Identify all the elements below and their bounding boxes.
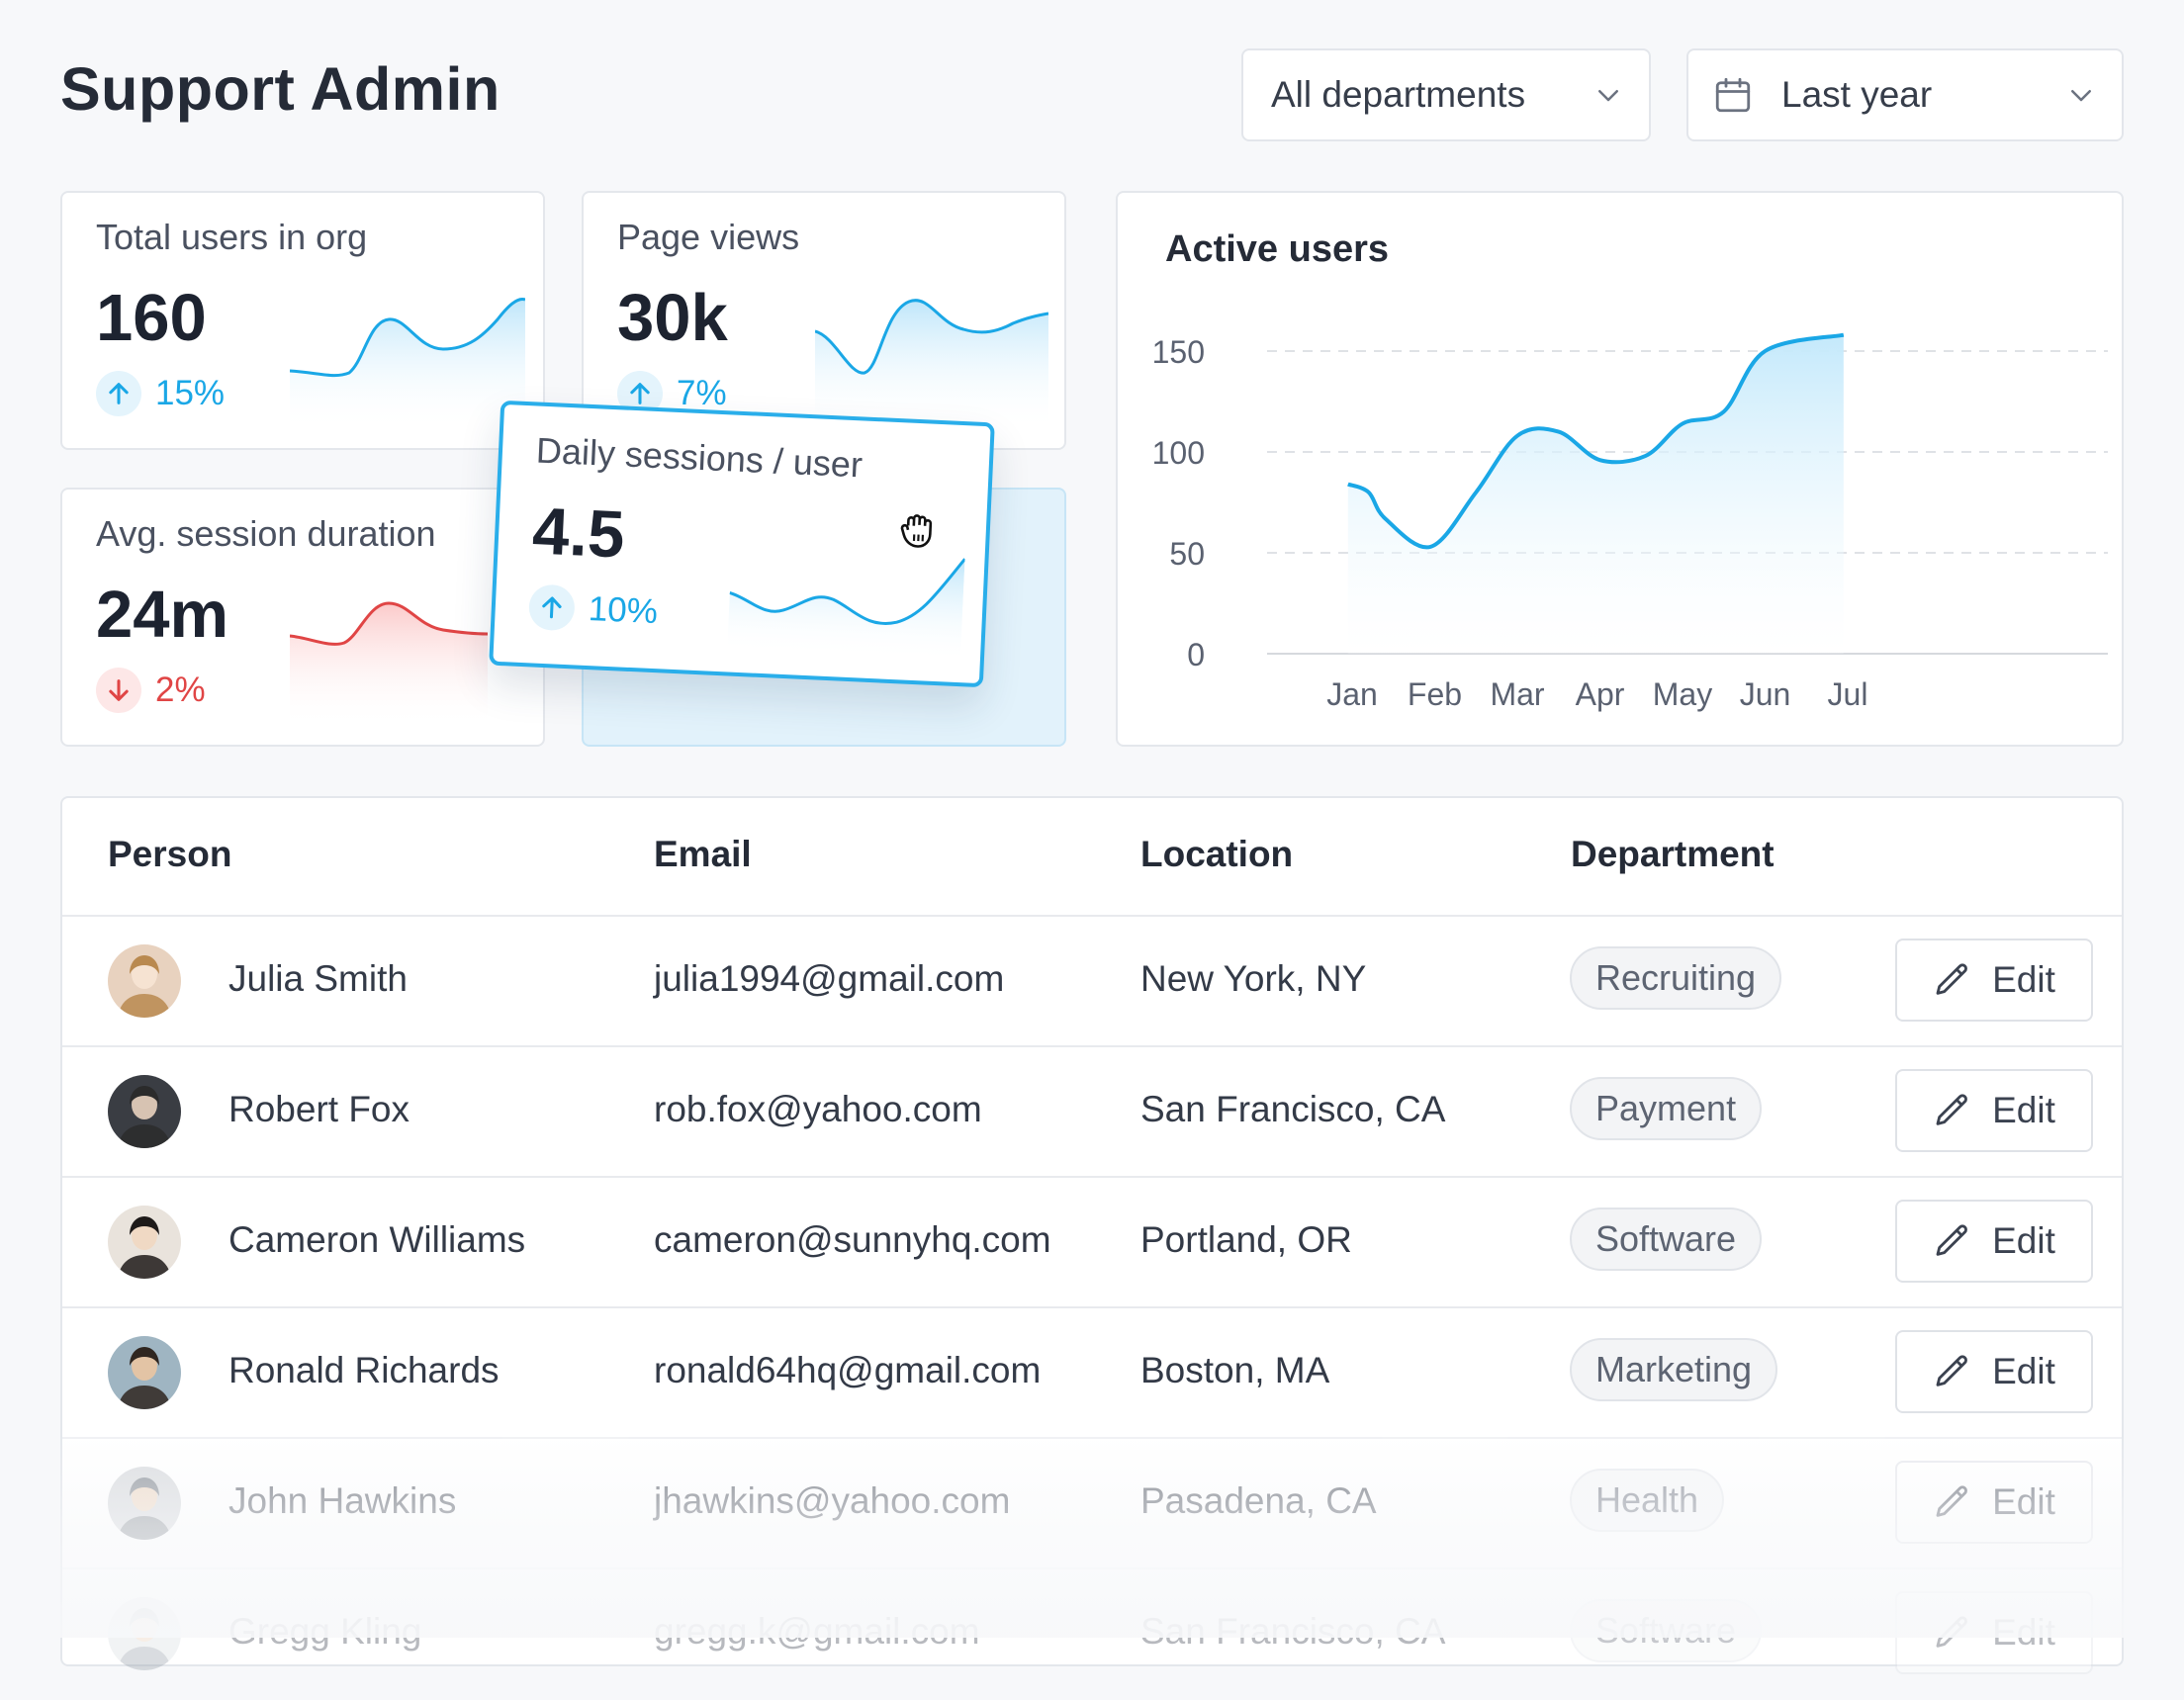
kpi-delta-value: 2% bbox=[155, 671, 206, 709]
location-cell: New York, NY bbox=[1140, 958, 1367, 999]
kpi-delta-value: 7% bbox=[677, 374, 727, 412]
department-badge: Recruiting bbox=[1570, 946, 1782, 1010]
department-badge: Payment bbox=[1570, 1077, 1763, 1140]
table-row[interactable]: Julia Smith julia1994@gmail.com New York… bbox=[62, 915, 2122, 1047]
person-name: Cameron Williams bbox=[228, 1219, 526, 1260]
y-tick-label: 150 bbox=[1152, 334, 1205, 370]
kpi-value: 4.5 bbox=[530, 493, 627, 573]
kpi-card-daily-sessions[interactable]: Daily sessions / user 4.5 10% bbox=[489, 400, 995, 688]
arrow-down-icon bbox=[96, 668, 141, 713]
person-name: Ronald Richards bbox=[228, 1350, 500, 1390]
column-header-email[interactable]: Email bbox=[654, 834, 752, 874]
sparkline bbox=[727, 558, 965, 664]
sparkline bbox=[290, 601, 488, 727]
sparkline bbox=[290, 297, 525, 430]
kpi-value: 24m bbox=[96, 578, 229, 652]
email-cell: cameron@sunnyhq.com bbox=[654, 1219, 1051, 1260]
x-tick-label: Jun bbox=[1740, 676, 1791, 712]
department-badge: Marketing bbox=[1570, 1338, 1778, 1401]
active-users-chart: 0 50 100 150 Jan Feb Mar Apr May Jun Jul bbox=[1152, 332, 2108, 712]
avatar bbox=[108, 1075, 181, 1148]
edit-button-label: Edit bbox=[1992, 1220, 2055, 1261]
edit-button[interactable]: Edit bbox=[1895, 939, 2093, 1022]
kpi-card-total-users[interactable]: Total users in org 160 15% bbox=[60, 191, 545, 450]
email-cell: julia1994@gmail.com bbox=[654, 958, 1005, 999]
column-header-location[interactable]: Location bbox=[1140, 834, 1294, 874]
pencil-icon bbox=[1936, 1224, 1968, 1256]
person-name: Robert Fox bbox=[228, 1089, 410, 1129]
department-badge: Software bbox=[1570, 1208, 1763, 1271]
kpi-value: 160 bbox=[96, 281, 207, 355]
chart-title: Active users bbox=[1165, 228, 1390, 270]
pencil-icon bbox=[1936, 963, 1968, 995]
avatar bbox=[108, 1336, 181, 1409]
arrow-up-icon bbox=[527, 583, 576, 632]
x-tick-label: Mar bbox=[1490, 676, 1544, 712]
grab-cursor-icon bbox=[900, 514, 933, 548]
series-line bbox=[1347, 332, 1845, 550]
pencil-icon bbox=[1936, 1355, 1968, 1387]
x-tick-label: May bbox=[1653, 676, 1712, 712]
period-select[interactable]: Last year bbox=[1686, 48, 2124, 141]
column-header-department[interactable]: Department bbox=[1571, 834, 1774, 874]
pencil-icon bbox=[1936, 1094, 1968, 1125]
chevron-down-icon bbox=[2071, 90, 2091, 102]
bottom-fade bbox=[0, 1434, 2184, 1638]
edit-button[interactable]: Edit bbox=[1895, 1069, 2093, 1152]
x-tick-label: Jan bbox=[1326, 676, 1378, 712]
location-cell: Portland, OR bbox=[1140, 1219, 1352, 1260]
kpi-value: 30k bbox=[617, 281, 728, 355]
kpi-delta: 2% bbox=[96, 668, 206, 713]
avatar bbox=[108, 1206, 181, 1279]
kpi-label: Total users in org bbox=[96, 217, 368, 257]
location-cell: San Francisco, CA bbox=[1140, 1089, 1446, 1129]
x-tick-label: Apr bbox=[1576, 676, 1625, 712]
x-tick-label: Jul bbox=[1828, 676, 1868, 712]
edit-button[interactable]: Edit bbox=[1895, 1200, 2093, 1283]
kpi-label: Page views bbox=[617, 217, 800, 257]
calendar-icon bbox=[1715, 77, 1751, 113]
department-select[interactable]: All departments bbox=[1241, 48, 1651, 141]
edit-button-label: Edit bbox=[1992, 959, 2055, 1000]
chevron-down-icon bbox=[1598, 90, 1618, 102]
page-title: Support Admin bbox=[60, 55, 500, 123]
kpi-label: Avg. session duration bbox=[96, 513, 436, 554]
kpi-delta-value: 10% bbox=[587, 589, 659, 632]
edit-button-label: Edit bbox=[1992, 1351, 2055, 1391]
y-tick-label: 0 bbox=[1187, 637, 1205, 672]
department-select-value: All departments bbox=[1271, 74, 1526, 115]
y-tick-label: 100 bbox=[1152, 435, 1205, 471]
kpi-card-session-duration[interactable]: Avg. session duration 24m 2% bbox=[60, 488, 545, 747]
person-name: Julia Smith bbox=[228, 958, 408, 999]
active-users-card: Active users 0 50 100 150 Jan Feb Mar Apr May Jun… bbox=[1116, 191, 2124, 747]
kpi-delta-value: 15% bbox=[155, 374, 226, 412]
period-select-value: Last year bbox=[1781, 74, 1933, 115]
edit-button-label: Edit bbox=[1992, 1090, 2055, 1130]
edit-button[interactable]: Edit bbox=[1895, 1330, 2093, 1413]
email-cell: rob.fox@yahoo.com bbox=[654, 1089, 982, 1129]
arrow-up-icon bbox=[96, 371, 141, 416]
sparkline bbox=[815, 299, 1048, 430]
table-row[interactable]: Ronald Richards ronald64hq@gmail.com Bos… bbox=[62, 1306, 2122, 1439]
kpi-delta: 15% bbox=[96, 371, 225, 416]
location-cell: Boston, MA bbox=[1140, 1350, 1330, 1390]
table-row[interactable]: Robert Fox rob.fox@yahoo.com San Francis… bbox=[62, 1045, 2122, 1178]
x-tick-label: Feb bbox=[1408, 676, 1462, 712]
kpi-label: Daily sessions / user bbox=[535, 429, 864, 486]
kpi-delta: 10% bbox=[527, 583, 659, 635]
avatar bbox=[108, 944, 181, 1018]
table-row[interactable]: Cameron Williams cameron@sunnyhq.com Por… bbox=[62, 1176, 2122, 1308]
area-fill bbox=[1347, 334, 1844, 654]
email-cell: ronald64hq@gmail.com bbox=[654, 1350, 1042, 1390]
y-tick-label: 50 bbox=[1169, 536, 1205, 572]
column-header-person[interactable]: Person bbox=[108, 834, 232, 874]
